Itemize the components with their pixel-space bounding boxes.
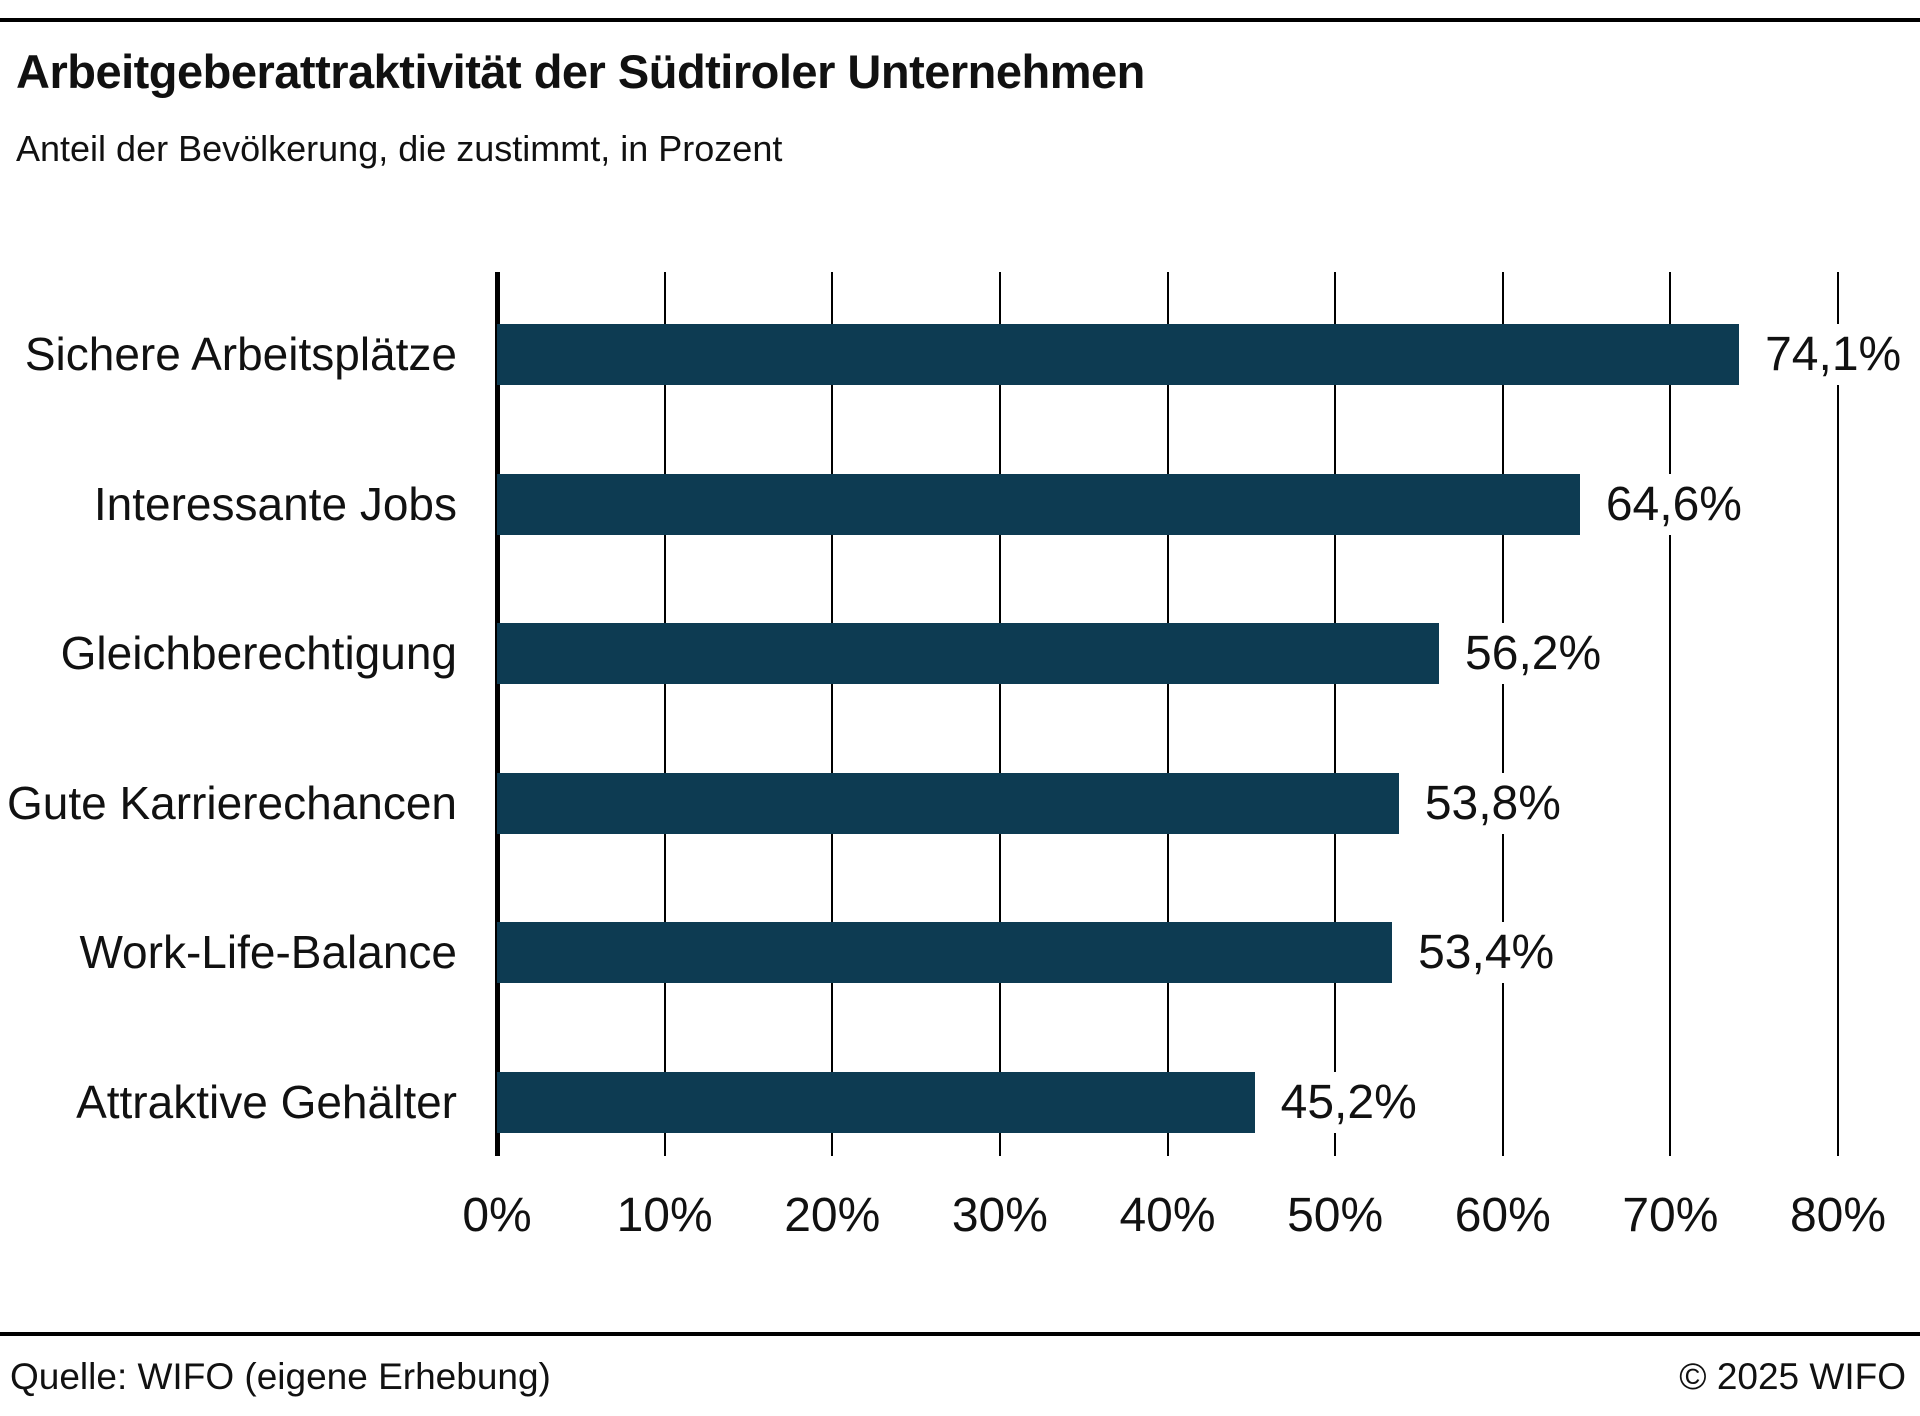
bar-value-label: 45,2% (1268, 1071, 1429, 1133)
gridline (1334, 272, 1337, 1156)
x-tick-label: 70% (1622, 1189, 1719, 1242)
x-axis-tick-labels: 0% 10% 20% 30% 40% 50% 60% 70% 80% (462, 1188, 1886, 1248)
gridline (663, 272, 666, 1156)
x-tick-label: 0% (462, 1189, 532, 1242)
bar (497, 623, 1440, 684)
bar-value-label: 53,4% (1406, 922, 1567, 983)
bar (497, 1071, 1255, 1133)
chart-subtitle: Anteil der Bevölkerung, die zustimmt, in… (16, 128, 783, 169)
gridline (1669, 272, 1672, 1156)
plot-area: 74,1% 64,6% 56,2% 53,8% 53,4% 45,2% (495, 272, 1914, 1156)
bar-value-label: 74,1% (1753, 324, 1914, 385)
x-tick-label: 60% (1454, 1189, 1551, 1242)
category-label: Gute Karrierechancen (6, 776, 457, 829)
x-tick-label: 80% (1789, 1189, 1887, 1242)
chart-title: Arbeitgeberattraktivität der Südtiroler … (16, 45, 1145, 98)
gridline (1166, 272, 1169, 1156)
category-label: Gleichberechtigung (60, 627, 457, 679)
category-label: Work-Life-Balance (79, 926, 457, 978)
copyright-note: © 2025 WIFO (1679, 1356, 1906, 1397)
gridline (831, 272, 834, 1156)
bar-value-label: 64,6% (1593, 473, 1754, 535)
bar (497, 772, 1399, 834)
gridline (1837, 272, 1839, 1156)
x-tick-label: 30% (951, 1189, 1048, 1242)
bar (497, 473, 1580, 535)
footer-divider-rule (0, 1332, 1920, 1336)
top-divider-rule (0, 18, 1920, 22)
gridline (998, 272, 1001, 1156)
x-tick-label: 20% (784, 1189, 881, 1242)
x-tick-label: 40% (1119, 1189, 1216, 1242)
category-label: Sichere Arbeitsplätze (24, 328, 457, 380)
y-axis-line (495, 272, 500, 1156)
bar-value-label: 53,8% (1412, 772, 1573, 834)
gridline (1501, 272, 1504, 1156)
x-tick-label: 50% (1287, 1189, 1384, 1242)
category-label: Attraktive Gehälter (76, 1075, 457, 1128)
bar-value-label: 56,2% (1453, 623, 1614, 684)
x-tick-label: 10% (616, 1189, 713, 1242)
category-axis-labels: Sichere Arbeitsplätze Interessante Jobs Gl… (0, 272, 457, 1156)
source-note: Quelle: WIFO (eigene Erhebung) (10, 1356, 551, 1397)
category-label: Interessante Jobs (93, 477, 457, 530)
bar (497, 324, 1740, 385)
bar (497, 922, 1393, 983)
